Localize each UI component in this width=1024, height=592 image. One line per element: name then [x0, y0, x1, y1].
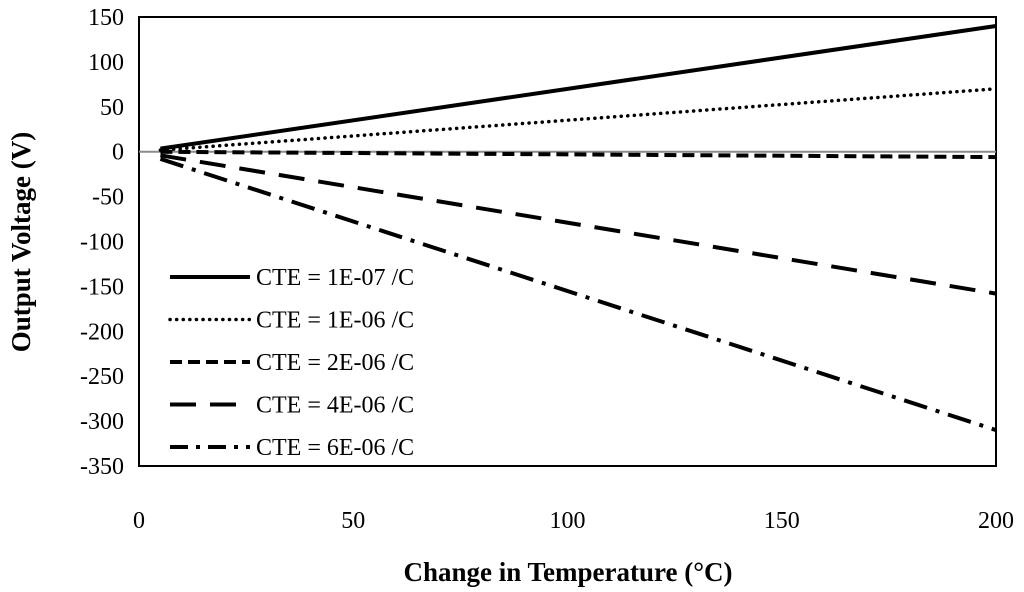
x-tick-label: 50 — [341, 508, 365, 534]
legend-label-3: CTE = 2E-06 /C — [256, 350, 414, 376]
axes — [138, 16, 997, 467]
plot-area-border — [138, 16, 997, 467]
y-tick-label: -300 — [80, 409, 124, 435]
y-tick-label: -150 — [80, 274, 124, 300]
x-tick-label: 200 — [978, 508, 1014, 534]
y-tick-label: 150 — [88, 5, 124, 31]
legend-label-1: CTE = 1E-07 /C — [256, 265, 414, 291]
legend-label-5: CTE = 6E-06 /C — [256, 435, 414, 461]
x-tick-label: 0 — [133, 508, 145, 534]
y-axis-title: Output Voltage (V) — [6, 132, 36, 353]
y-tick-label: 100 — [88, 50, 124, 76]
series-line-2 — [158, 87, 998, 152]
series-line-4 — [160, 153, 997, 296]
x-tick-labels: 0 50 100 150 200 — [133, 508, 1014, 534]
series-line-3 — [160, 149, 997, 160]
y-tick-label: -350 — [80, 454, 124, 480]
y-tick-label: 50 — [100, 95, 124, 121]
legend-label-2: CTE = 1E-06 /C — [256, 308, 414, 334]
legend: CTE = 1E-07 /C CTE = 1E-06 /C CTE = 2E-06 … — [168, 265, 414, 461]
series-line-5 — [159, 156, 997, 433]
y-tick-label: -250 — [80, 364, 124, 390]
y-tick-label: -100 — [80, 230, 124, 256]
x-tick-label: 150 — [764, 508, 800, 534]
y-tick-label: -50 — [92, 185, 124, 211]
y-tick-label: 0 — [112, 140, 124, 166]
x-tick-label: 100 — [550, 508, 586, 534]
legend-label-4: CTE = 4E-06 /C — [256, 393, 414, 419]
y-tick-labels: 150 100 50 0 -50 -100 -150 -200 -250 -300 -350 — [80, 5, 124, 480]
x-axis-title: Change in Temperature (°C) — [403, 557, 732, 587]
y-tick-label: -200 — [80, 319, 124, 345]
series-line-1 — [160, 24, 997, 151]
series-lines — [158, 24, 998, 433]
